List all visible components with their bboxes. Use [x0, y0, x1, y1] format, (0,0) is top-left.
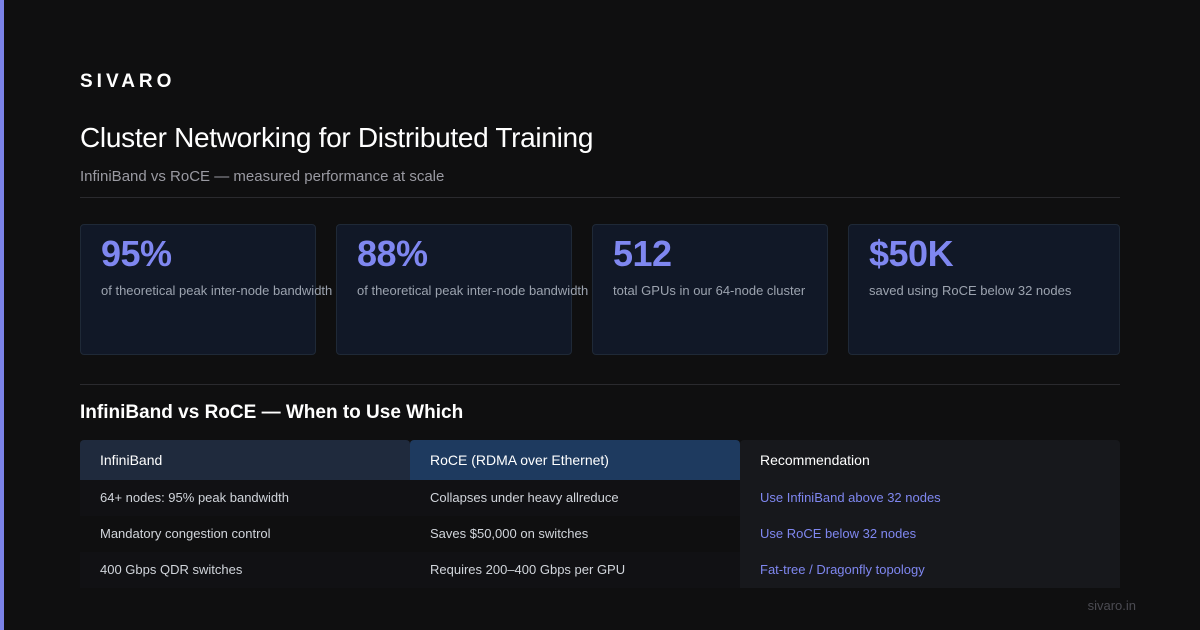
column-header: InfiniBand	[80, 440, 410, 480]
brand-logo: SIVARO	[80, 71, 176, 92]
page-subtitle: InfiniBand vs RoCE — measured performanc…	[80, 168, 445, 185]
table-cell: Fat-tree / Dragonfly topology	[740, 552, 1120, 588]
table-cell: Collapses under heavy allreduce	[410, 480, 740, 516]
table-cell: Saves $50,000 on switches	[410, 516, 740, 552]
stat-value: 88%	[357, 233, 428, 274]
stat-value: $50K	[869, 233, 954, 274]
stat-label: of theoretical peak inter-node bandwidth	[357, 283, 589, 298]
table-cell: Use InfiniBand above 32 nodes	[740, 480, 1120, 516]
column-header: RoCE (RDMA over Ethernet)	[410, 440, 740, 480]
table-column-recommendation: Recommendation Use InfiniBand above 32 n…	[740, 440, 1120, 588]
stat-label: of theoretical peak inter-node bandwidth	[101, 283, 333, 298]
footer-domain: sivaro.in	[1087, 598, 1136, 613]
stat-value: 95%	[101, 233, 172, 274]
divider	[80, 197, 1120, 198]
table-cell: Requires 200–400 Gbps per GPU	[410, 552, 740, 588]
column-header: Recommendation	[740, 440, 1120, 480]
stat-card: $50K saved using RoCE below 32 nodes	[848, 224, 1120, 355]
stat-value: 512	[613, 233, 672, 274]
table-cell: 64+ nodes: 95% peak bandwidth	[80, 480, 410, 516]
table-cell: Mandatory congestion control	[80, 516, 410, 552]
accent-bar	[0, 0, 4, 630]
stats-row: 95% of theoretical peak inter-node bandw…	[80, 224, 1120, 355]
stat-card: 88% of theoretical peak inter-node bandw…	[336, 224, 588, 355]
section-title: InfiniBand vs RoCE — When to Use Which	[80, 402, 464, 423]
table-column-roce: RoCE (RDMA over Ethernet) Collapses unde…	[410, 440, 740, 588]
page-title: Cluster Networking for Distributed Train…	[80, 122, 594, 153]
divider	[80, 384, 1120, 385]
stat-card: 95% of theoretical peak inter-node bandw…	[80, 224, 332, 355]
table-column-infiniband: InfiniBand 64+ nodes: 95% peak bandwidth…	[80, 440, 410, 588]
table-cell: 400 Gbps QDR switches	[80, 552, 410, 588]
stat-label: total GPUs in our 64-node cluster	[613, 283, 806, 298]
stat-label: saved using RoCE below 32 nodes	[869, 283, 1072, 298]
stat-card: 512 total GPUs in our 64-node cluster	[592, 224, 828, 355]
table-cell: Use RoCE below 32 nodes	[740, 516, 1120, 552]
